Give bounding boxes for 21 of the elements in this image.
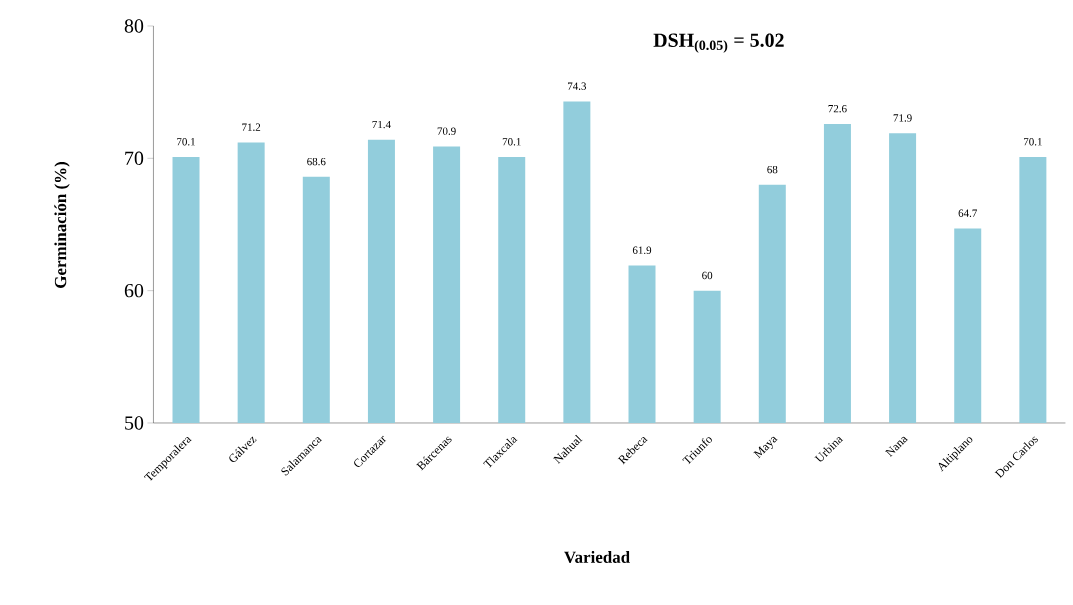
data-label: 68.6 (307, 157, 326, 166)
annotation: DSH$_{(0.05)}$ = 5.02 (653, 33, 784, 53)
data-label: 71.9 (893, 114, 912, 122)
y-tick-label: 60 (124, 283, 144, 298)
data-label: 70.9 (437, 127, 456, 135)
data-label: 72.6 (828, 104, 847, 113)
y-tick-label: 80 (124, 19, 144, 33)
data-label: 70.1 (502, 138, 521, 146)
data-label: 70.1 (1024, 138, 1042, 146)
data-label: 61.9 (632, 246, 652, 254)
data-label: 71.4 (372, 120, 391, 129)
x-axis-title: Variedad (564, 550, 630, 563)
data-label: 71.2 (242, 123, 261, 131)
data-label: 74.3 (568, 82, 587, 90)
data-label: 60 (702, 271, 713, 280)
y-tick-label: 50 (125, 416, 144, 430)
y-tick-label: 70 (125, 151, 144, 166)
y-axis-title: Germinación (%) (54, 161, 70, 288)
data-label: 70.1 (177, 138, 195, 146)
data-label: 64.7 (958, 209, 977, 217)
data-label: 68 (767, 165, 778, 174)
